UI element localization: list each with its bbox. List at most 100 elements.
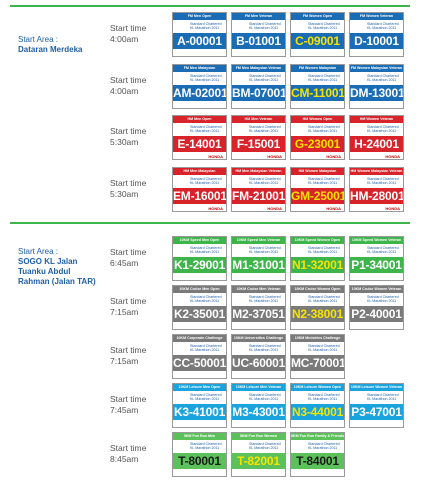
race-bib: FM Women Malaysian Veteran Standard Chart… bbox=[349, 63, 404, 109]
race-bib: 10KM Speed Women Open Standard Chartered … bbox=[290, 236, 345, 281]
bib-brand: HONDA bbox=[267, 205, 282, 211]
bib-sponsor: Standard Chartered KL Marathon 2011 bbox=[249, 125, 281, 134]
bib-number: K3-41001 bbox=[173, 404, 226, 420]
bib-footer bbox=[173, 420, 226, 427]
bib-number: UC-60001 bbox=[232, 355, 286, 371]
bib-footer bbox=[291, 101, 344, 108]
start-time-value: 4:00am bbox=[110, 34, 139, 44]
start-time-value: 6:45am bbox=[110, 258, 139, 268]
race-bib: 5KM Fun Run Family & Friends Standard Cha… bbox=[290, 432, 345, 477]
bib-footer bbox=[232, 101, 285, 108]
bib-sponsor: Standard Chartered KL Marathon 2011 bbox=[190, 22, 222, 31]
bib-brand: HONDA bbox=[385, 154, 400, 159]
bib-footer bbox=[232, 49, 285, 56]
race-bib: 10KM Speed Men Open Standard Chartered KL… bbox=[172, 236, 227, 281]
bib-footer bbox=[173, 322, 226, 329]
bib-category: 10KM Speed Men Veteran bbox=[232, 237, 285, 244]
bib-sponsor: Standard Chartered KL Marathon 2011 bbox=[249, 73, 281, 82]
bib-number: N3-44001 bbox=[291, 404, 344, 420]
bib-number: N1-32001 bbox=[291, 257, 344, 273]
start-area-name: Dataran Merdeka bbox=[18, 45, 83, 54]
bib-footer bbox=[232, 322, 285, 329]
race-bib: HM Men Malaysian Veteran Standard Charter… bbox=[231, 166, 286, 212]
bib-brand: HONDA bbox=[208, 205, 223, 211]
bib-number: F-15001 bbox=[232, 136, 285, 152]
bib-brand: HONDA bbox=[208, 154, 223, 159]
start-area: Start Area : SOGO KL Jalan Tuanku Abdul R… bbox=[18, 247, 98, 287]
bib-sponsor: Standard Chartered KL Marathon 2011 bbox=[367, 22, 399, 31]
start-time-label: Start time bbox=[110, 443, 147, 453]
race-bib: HM Men Malaysian Standard Chartered KL Ma… bbox=[172, 166, 227, 212]
bib-sponsor: Standard Chartered KL Marathon 2011 bbox=[308, 344, 340, 353]
bib-brand: HONDA bbox=[385, 205, 400, 211]
bib-number: DM-13001 bbox=[350, 84, 404, 101]
bib-category: 10KM Cruise Women Open bbox=[291, 286, 344, 293]
bib-footer bbox=[350, 49, 403, 56]
bib-number: H-24001 bbox=[350, 136, 403, 152]
race-bib: HM Men Open Standard Chartered KL Maratho… bbox=[172, 115, 227, 160]
bib-sponsor: Standard Chartered KL Marathon 2011 bbox=[249, 442, 281, 451]
race-bib: 10KM Corporate Challenge Standard Charter… bbox=[172, 334, 227, 379]
bib-sponsor: Standard Chartered KL Marathon 2011 bbox=[308, 22, 340, 31]
bib-sponsor: Standard Chartered KL Marathon 2011 bbox=[367, 176, 399, 185]
bib-category: HM Women Malaysian Veteran bbox=[350, 167, 403, 175]
race-bib: 10KM Leisure Men Open Standard Chartered … bbox=[172, 383, 227, 428]
start-time: Start time 7:15am bbox=[110, 296, 166, 318]
bib-number: P2-40001 bbox=[350, 306, 403, 322]
race-bib: 10KM Cruise Women Open Standard Chartered… bbox=[290, 285, 345, 330]
bib-number: BM-07001 bbox=[232, 84, 286, 101]
bib-sponsor: Standard Chartered KL Marathon 2011 bbox=[308, 442, 340, 451]
race-bib: 10KM Leisure Women Open Standard Chartere… bbox=[290, 383, 345, 428]
start-area-name: SOGO KL Jalan Tuanku Abdul Rahman (Jalan… bbox=[18, 257, 96, 286]
bib-category: HM Women Veteran bbox=[350, 116, 403, 123]
start-time: Start time 4:00am bbox=[110, 75, 166, 97]
start-time-value: 4:00am bbox=[110, 85, 139, 96]
bib-brand: HONDA bbox=[326, 205, 341, 211]
start-time-label: Start time bbox=[110, 247, 147, 257]
bib-sponsor: Standard Chartered KL Marathon 2011 bbox=[190, 246, 222, 255]
bib-footer bbox=[291, 420, 344, 427]
bib-category: 10KM Leisure Men Veteran bbox=[232, 384, 285, 391]
bib-sponsor: Standard Chartered KL Marathon 2011 bbox=[249, 22, 281, 31]
bib-category: 10KM Speed Men Open bbox=[173, 237, 226, 244]
bib-number: FM-21001 bbox=[232, 187, 286, 204]
bib-sponsor: Standard Chartered KL Marathon 2011 bbox=[367, 246, 399, 255]
bib-number: N2-38001 bbox=[291, 306, 344, 322]
bib-footer bbox=[291, 49, 344, 56]
bib-category: HM Women Open bbox=[291, 116, 344, 123]
bib-number: HM-28001 bbox=[350, 187, 404, 204]
bib-footer bbox=[173, 371, 226, 378]
bib-category: FM Men Veteran bbox=[232, 13, 285, 20]
bib-category: FM Women Open bbox=[291, 13, 344, 20]
bib-number: G-23001 bbox=[291, 136, 344, 152]
start-time-value: 7:15am bbox=[110, 307, 139, 317]
start-area-label: Start Area : bbox=[18, 35, 59, 44]
bib-number: EM-16001 bbox=[173, 187, 227, 204]
bib-category: HM Men Malaysian bbox=[173, 167, 226, 175]
race-bib: HM Men Veteran Standard Chartered KL Mara… bbox=[231, 115, 286, 160]
start-time-label: Start time bbox=[110, 177, 147, 188]
bib-category: 10KM Leisure Men Open bbox=[173, 384, 226, 391]
bib-sponsor: Standard Chartered KL Marathon 2011 bbox=[249, 295, 281, 304]
bib-footer bbox=[232, 371, 285, 378]
bib-footer bbox=[232, 420, 285, 427]
bib-number: T-84001 bbox=[291, 453, 344, 469]
bib-number: P1-34001 bbox=[350, 257, 403, 273]
bib-category: FM Women Veteran bbox=[350, 13, 403, 20]
bib-sponsor: Standard Chartered KL Marathon 2011 bbox=[249, 393, 281, 402]
bib-sponsor: Standard Chartered KL Marathon 2011 bbox=[367, 295, 399, 304]
bib-category: 10KM Corporate Challenge bbox=[173, 335, 226, 342]
start-area-label: Start Area : bbox=[18, 247, 59, 256]
section-divider bbox=[10, 222, 410, 224]
bib-number: M2-37051 bbox=[232, 306, 285, 322]
race-bib: 10KM Leisure Women Veteran Standard Chart… bbox=[349, 383, 404, 428]
bib-footer bbox=[350, 420, 403, 427]
bib-sponsor: Standard Chartered KL Marathon 2011 bbox=[367, 125, 399, 134]
bib-category: 10KM Leisure Women Veteran bbox=[350, 384, 403, 391]
start-time-label: Start time bbox=[110, 394, 147, 404]
bib-sponsor: Standard Chartered KL Marathon 2011 bbox=[308, 295, 340, 304]
bib-category: 10KM Universities Challenge bbox=[232, 335, 285, 342]
bib-number: E-14001 bbox=[173, 136, 226, 152]
start-time-value: 7:45am bbox=[110, 405, 139, 415]
